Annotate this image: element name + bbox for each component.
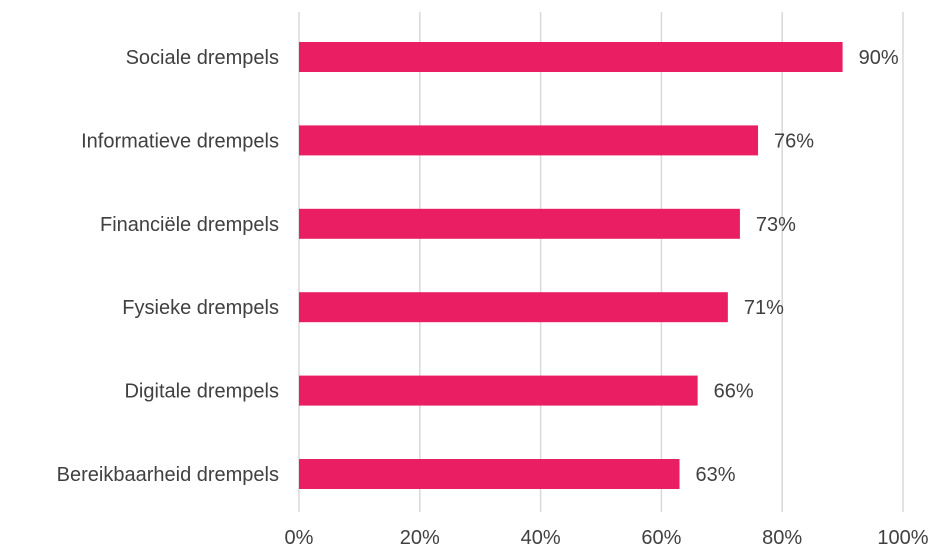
- bar-5: [299, 459, 680, 489]
- data-labels: 90% 76% 73% 71% 66% 63%: [696, 47, 899, 486]
- data-label-3: 71%: [744, 297, 784, 319]
- x-tick-label-0: 0%: [285, 527, 314, 549]
- x-tick-label-60: 60%: [641, 527, 681, 549]
- x-axis-tick-labels: 0% 20% 40% 60% 80% 100%: [285, 527, 929, 549]
- category-labels: Sociale drempels Informatieve drempels Fin…: [57, 47, 279, 486]
- x-tick-label-80: 80%: [762, 527, 802, 549]
- data-label-2: 73%: [756, 214, 796, 236]
- x-tick-label-20: 20%: [400, 527, 440, 549]
- data-label-1: 76%: [774, 130, 814, 152]
- bar-1: [299, 125, 759, 156]
- x-tick-label-100: 100%: [877, 527, 928, 549]
- category-label-0: Sociale drempels: [126, 47, 279, 69]
- category-label-4: Digitale drempels: [124, 381, 279, 403]
- data-label-5: 63%: [696, 464, 736, 486]
- data-label-4: 66%: [714, 381, 754, 403]
- bar-2: [299, 208, 740, 239]
- category-label-3: Fysieke drempels: [122, 297, 279, 319]
- gridlines: [298, 12, 904, 512]
- data-label-0: 90%: [859, 47, 899, 69]
- category-label-5: Bereikbaarheid drempels: [57, 464, 279, 486]
- bar-0: [299, 42, 843, 72]
- bar-3: [299, 292, 728, 323]
- category-label-2: Financiële drempels: [100, 214, 279, 236]
- bar-4: [299, 375, 698, 406]
- bars: [299, 42, 843, 489]
- category-label-1: Informatieve drempels: [81, 130, 279, 152]
- x-tick-label-40: 40%: [521, 527, 561, 549]
